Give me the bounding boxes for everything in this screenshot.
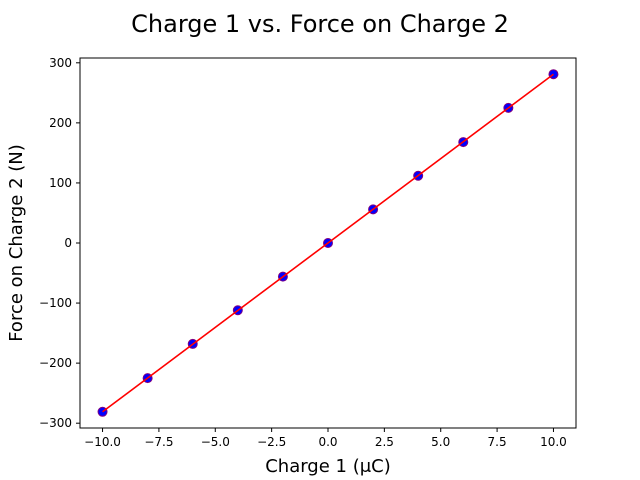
fit-line xyxy=(102,73,554,413)
x-tick-label: −2.5 xyxy=(257,435,286,449)
x-tick-label: 7.5 xyxy=(488,435,507,449)
y-tick-label: 200 xyxy=(49,116,72,130)
y-axis-label: Force on Charge 2 (N) xyxy=(6,144,27,342)
y-tick-label: −100 xyxy=(39,296,72,310)
y-tick-label: 100 xyxy=(49,176,72,190)
series-layer xyxy=(97,69,559,417)
y-tick-label: 0 xyxy=(64,236,72,250)
x-tick-label: 2.5 xyxy=(375,435,394,449)
y-tick-label: 300 xyxy=(49,56,72,70)
x-axis-ticks: −10.0 −7.5 −5.0 −2.5 0.0 2.5 5.0 7.5 10.0 xyxy=(84,428,567,449)
x-tick-label: 10.0 xyxy=(540,435,567,449)
x-tick-label: −5.0 xyxy=(201,435,230,449)
x-tick-label: −10.0 xyxy=(84,435,121,449)
x-tick-label: 0.0 xyxy=(318,435,337,449)
y-axis-ticks: −300 −200 −100 0 100 200 300 xyxy=(39,56,80,430)
y-tick-label: −300 xyxy=(39,416,72,430)
x-tick-label: −7.5 xyxy=(144,435,173,449)
x-tick-label: 5.0 xyxy=(431,435,450,449)
x-axis-label: Charge 1 (μC) xyxy=(265,456,391,477)
y-tick-label: −200 xyxy=(39,356,72,370)
chart-title: Charge 1 vs. Force on Charge 2 xyxy=(131,10,509,38)
